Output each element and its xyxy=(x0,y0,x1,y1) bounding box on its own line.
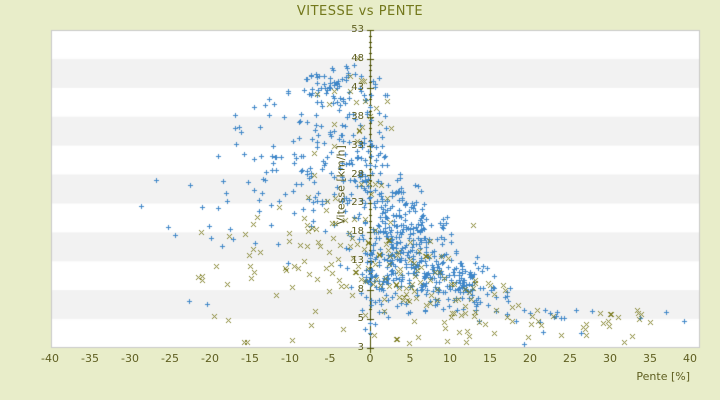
y-tick-label: 13 xyxy=(351,255,364,267)
x-tick-label: -35 xyxy=(81,352,99,365)
x-tick-label: -15 xyxy=(241,352,259,365)
y-tick-label: 38 xyxy=(351,110,364,122)
x-tick-label: -20 xyxy=(201,352,219,365)
x-tick-label: -10 xyxy=(281,352,299,365)
y-tick-label: 48 xyxy=(351,52,364,64)
y-tick-label: 8 xyxy=(357,284,364,296)
x-tick-label: 15 xyxy=(483,352,497,365)
x-tick-label: -5 xyxy=(324,352,336,365)
x-axis-title: Pente [%] xyxy=(636,370,690,383)
x-tick-label: 40 xyxy=(683,352,697,365)
x-tick-label: -40 xyxy=(41,352,59,365)
y-tick-label: 23 xyxy=(351,197,364,209)
x-tick-label: 10 xyxy=(443,352,457,365)
y-tick-label: 3 xyxy=(357,342,364,353)
y-tick-label: 5 xyxy=(357,313,364,325)
x-tick-label: -30 xyxy=(121,352,139,365)
x-tick-label: 30 xyxy=(603,352,617,365)
x-tick-label: 25 xyxy=(563,352,577,365)
y-tick-label: 53 xyxy=(351,24,364,35)
x-tick-label: 35 xyxy=(643,352,657,365)
x-tick-label: -25 xyxy=(161,352,179,365)
y-tick-label: 33 xyxy=(351,139,364,151)
y-tick-label: 43 xyxy=(351,81,364,93)
x-tick-label: 20 xyxy=(523,352,537,365)
x-tick-label: 0 xyxy=(366,352,374,365)
x-tick-label: 5 xyxy=(406,352,414,365)
y-axis-title: Vitesse [km/h] xyxy=(334,145,348,225)
y-tick-label: 28 xyxy=(351,168,364,180)
y-tick-label: 18 xyxy=(351,226,364,238)
